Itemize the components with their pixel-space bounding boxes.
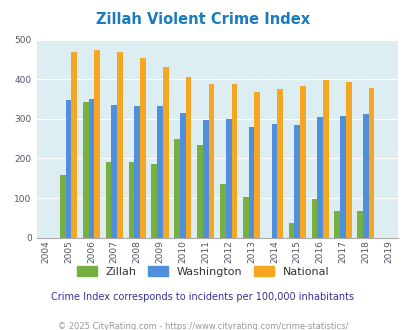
Bar — [202, 119, 208, 238]
Text: Zillah Violent Crime Index: Zillah Violent Crime Index — [96, 12, 309, 26]
Bar — [334, 211, 339, 238]
Bar — [66, 100, 71, 238]
Bar — [220, 184, 225, 238]
Bar — [117, 52, 123, 238]
Bar — [254, 92, 260, 238]
Bar — [225, 119, 231, 238]
Bar — [322, 81, 328, 238]
Bar — [277, 89, 282, 238]
Bar — [271, 123, 277, 238]
Bar — [140, 58, 145, 238]
Bar — [299, 86, 305, 238]
Bar — [83, 102, 88, 238]
Bar — [339, 116, 345, 238]
Bar — [88, 99, 94, 238]
Bar — [128, 162, 134, 238]
Bar — [208, 84, 214, 238]
Bar — [174, 139, 179, 238]
Bar — [362, 114, 368, 238]
Bar — [162, 67, 168, 238]
Bar — [345, 82, 351, 238]
Legend: Zillah, Washington, National: Zillah, Washington, National — [72, 261, 333, 281]
Bar — [157, 106, 162, 238]
Bar — [368, 87, 373, 238]
Bar — [105, 162, 111, 238]
Bar — [134, 106, 140, 238]
Bar — [179, 113, 185, 238]
Bar — [248, 127, 254, 238]
Bar — [288, 222, 294, 238]
Bar — [242, 197, 248, 238]
Bar — [356, 211, 362, 238]
Bar — [311, 199, 316, 238]
Bar — [185, 77, 191, 238]
Text: Crime Index corresponds to incidents per 100,000 inhabitants: Crime Index corresponds to incidents per… — [51, 292, 354, 302]
Bar — [197, 145, 202, 238]
Bar — [294, 125, 299, 238]
Bar — [151, 164, 157, 238]
Text: © 2025 CityRating.com - https://www.cityrating.com/crime-statistics/: © 2025 CityRating.com - https://www.city… — [58, 322, 347, 330]
Bar — [316, 117, 322, 238]
Bar — [94, 50, 100, 238]
Bar — [231, 84, 237, 238]
Bar — [111, 105, 117, 238]
Bar — [60, 176, 66, 238]
Bar — [71, 52, 77, 238]
